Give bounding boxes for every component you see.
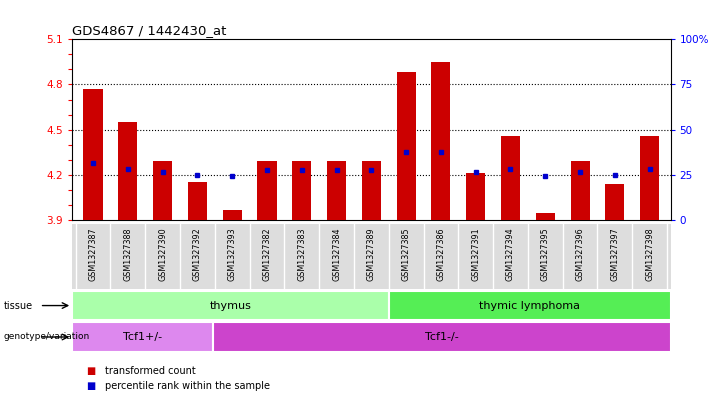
Text: genotype/variation: genotype/variation [4, 332, 90, 342]
Text: GSM1327390: GSM1327390 [158, 227, 167, 281]
Text: GSM1327382: GSM1327382 [262, 227, 271, 281]
Bar [213, 322, 671, 352]
Text: GSM1327389: GSM1327389 [367, 227, 376, 281]
Bar [389, 291, 671, 320]
Bar [397, 72, 416, 220]
Text: Tcf1+/-: Tcf1+/- [123, 332, 162, 342]
Bar [72, 291, 389, 320]
Bar [257, 161, 277, 220]
Text: GSM1327385: GSM1327385 [402, 227, 410, 281]
Bar [118, 122, 137, 220]
Bar [292, 161, 311, 220]
Text: GSM1327394: GSM1327394 [506, 227, 515, 281]
Text: GSM1327396: GSM1327396 [575, 227, 585, 281]
Bar [606, 184, 624, 220]
Text: GSM1327387: GSM1327387 [89, 227, 97, 281]
Text: GDS4867 / 1442430_at: GDS4867 / 1442430_at [72, 24, 226, 37]
Text: Tcf1-/-: Tcf1-/- [425, 332, 459, 342]
Bar [431, 62, 451, 220]
Text: thymus: thymus [210, 301, 252, 310]
Text: GSM1327397: GSM1327397 [611, 227, 619, 281]
Text: GSM1327384: GSM1327384 [332, 227, 341, 281]
Text: GSM1327383: GSM1327383 [297, 227, 306, 281]
Bar [570, 161, 590, 220]
Bar [327, 161, 346, 220]
Text: GSM1327386: GSM1327386 [436, 227, 446, 281]
Text: GSM1327392: GSM1327392 [193, 227, 202, 281]
Bar [153, 161, 172, 220]
Text: percentile rank within the sample: percentile rank within the sample [105, 381, 270, 391]
Text: GSM1327398: GSM1327398 [645, 227, 654, 281]
Bar [72, 322, 213, 352]
Text: GSM1327391: GSM1327391 [472, 227, 480, 281]
Bar [223, 209, 242, 220]
Bar [362, 161, 381, 220]
Bar [84, 89, 102, 220]
Bar [501, 136, 520, 220]
Text: GSM1327388: GSM1327388 [123, 227, 132, 281]
Bar [536, 213, 555, 220]
Text: ■: ■ [87, 381, 96, 391]
Bar [187, 182, 207, 220]
Bar [640, 136, 659, 220]
Text: ■: ■ [87, 366, 96, 376]
Text: GSM1327395: GSM1327395 [541, 227, 550, 281]
Bar [466, 173, 485, 220]
Text: transformed count: transformed count [105, 366, 195, 376]
Text: GSM1327393: GSM1327393 [228, 227, 236, 281]
Text: tissue: tissue [4, 301, 32, 310]
Text: thymic lymphoma: thymic lymphoma [479, 301, 580, 310]
